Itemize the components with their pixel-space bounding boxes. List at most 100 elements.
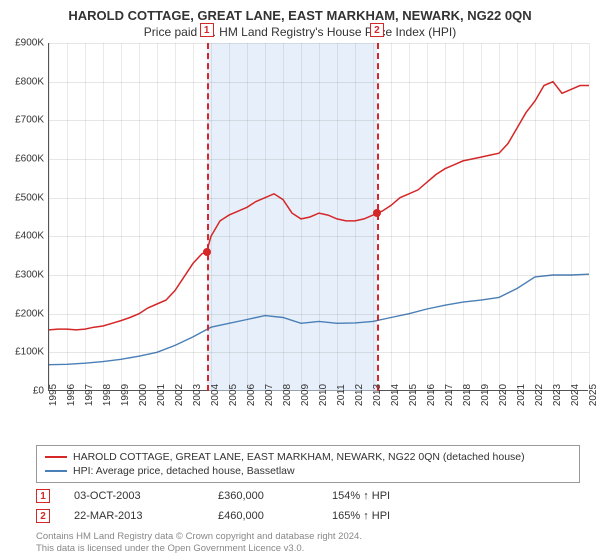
sales-list: 1 03-OCT-2003 £360,000 154% ↑ HPI 2 22-MAR-20… xyxy=(0,489,600,523)
x-gridline xyxy=(517,43,518,391)
x-gridline xyxy=(85,43,86,391)
x-tick-label: 2000 xyxy=(138,384,149,406)
sale-price: £360,000 xyxy=(218,490,308,502)
x-gridline xyxy=(535,43,536,391)
x-tick-label: 1998 xyxy=(102,384,113,406)
x-gridline xyxy=(67,43,68,391)
x-gridline xyxy=(319,43,320,391)
x-tick-label: 2004 xyxy=(210,384,221,406)
chart-area: 12 £0£100K£200K£300K£400K£500K£600K£700K… xyxy=(48,43,588,413)
x-gridline xyxy=(265,43,266,391)
x-tick-label: 2009 xyxy=(300,384,311,406)
legend-label: HAROLD COTTAGE, GREAT LANE, EAST MARKHAM… xyxy=(73,451,525,463)
y-tick-label: £100K xyxy=(15,347,44,358)
x-gridline xyxy=(49,43,50,391)
x-tick-label: 2020 xyxy=(498,384,509,406)
y-tick-label: £400K xyxy=(15,231,44,242)
sale-price: £460,000 xyxy=(218,510,308,522)
x-tick-label: 2005 xyxy=(228,384,239,406)
x-gridline xyxy=(283,43,284,391)
x-tick-label: 2025 xyxy=(588,384,599,406)
x-gridline xyxy=(121,43,122,391)
chart-title: HAROLD COTTAGE, GREAT LANE, EAST MARKHAM… xyxy=(0,0,600,23)
footer-line-1: Contains HM Land Registry data © Crown c… xyxy=(36,531,580,543)
x-gridline xyxy=(103,43,104,391)
sale-date: 03-OCT-2003 xyxy=(74,490,194,502)
x-gridline xyxy=(409,43,410,391)
legend: HAROLD COTTAGE, GREAT LANE, EAST MARKHAM… xyxy=(36,445,580,483)
x-tick-label: 2012 xyxy=(354,384,365,406)
x-gridline xyxy=(247,43,248,391)
event-marker: 2 xyxy=(370,23,384,37)
x-gridline xyxy=(193,43,194,391)
legend-swatch xyxy=(45,456,67,458)
x-tick-label: 2001 xyxy=(156,384,167,406)
x-tick-label: 1999 xyxy=(120,384,131,406)
x-tick-label: 2014 xyxy=(390,384,401,406)
x-gridline xyxy=(427,43,428,391)
y-tick-label: £0 xyxy=(33,386,44,397)
plot-region: 12 xyxy=(48,43,588,391)
event-point xyxy=(373,209,381,217)
x-tick-label: 2013 xyxy=(372,384,383,406)
x-tick-label: 1995 xyxy=(48,384,59,406)
x-tick-label: 2015 xyxy=(408,384,419,406)
x-gridline xyxy=(553,43,554,391)
sale-hpi: 154% ↑ HPI xyxy=(332,490,390,502)
x-tick-label: 2010 xyxy=(318,384,329,406)
x-gridline xyxy=(571,43,572,391)
x-tick-label: 2019 xyxy=(480,384,491,406)
footer-attribution: Contains HM Land Registry data © Crown c… xyxy=(36,531,580,556)
x-gridline xyxy=(175,43,176,391)
x-gridline xyxy=(355,43,356,391)
event-vline xyxy=(207,43,209,391)
x-gridline xyxy=(139,43,140,391)
x-tick-label: 2007 xyxy=(264,384,275,406)
x-gridline xyxy=(301,43,302,391)
y-tick-label: £900K xyxy=(15,38,44,49)
legend-item: HPI: Average price, detached house, Bass… xyxy=(45,464,571,478)
x-gridline xyxy=(229,43,230,391)
event-marker: 1 xyxy=(200,23,214,37)
x-tick-label: 2016 xyxy=(426,384,437,406)
x-gridline xyxy=(211,43,212,391)
chart-subtitle: Price paid vs. HM Land Registry's House … xyxy=(0,23,600,43)
y-tick-label: £600K xyxy=(15,154,44,165)
x-tick-label: 1996 xyxy=(66,384,77,406)
x-tick-label: 2022 xyxy=(534,384,545,406)
x-tick-label: 2011 xyxy=(336,384,347,406)
x-gridline xyxy=(391,43,392,391)
x-gridline xyxy=(445,43,446,391)
sale-hpi: 165% ↑ HPI xyxy=(332,510,390,522)
sale-marker: 1 xyxy=(36,489,50,503)
x-tick-label: 2021 xyxy=(516,384,527,406)
x-gridline xyxy=(373,43,374,391)
x-gridline xyxy=(589,43,590,391)
legend-item: HAROLD COTTAGE, GREAT LANE, EAST MARKHAM… xyxy=(45,450,571,464)
sale-marker: 2 xyxy=(36,509,50,523)
x-tick-label: 2008 xyxy=(282,384,293,406)
x-tick-label: 2002 xyxy=(174,384,185,406)
x-tick-label: 2023 xyxy=(552,384,563,406)
legend-swatch xyxy=(45,470,67,472)
y-tick-label: £300K xyxy=(15,270,44,281)
chart-container: HAROLD COTTAGE, GREAT LANE, EAST MARKHAM… xyxy=(0,0,600,560)
x-tick-label: 2003 xyxy=(192,384,203,406)
x-tick-label: 2006 xyxy=(246,384,257,406)
footer-line-2: This data is licensed under the Open Gov… xyxy=(36,543,580,555)
legend-label: HPI: Average price, detached house, Bass… xyxy=(73,465,295,477)
y-tick-label: £500K xyxy=(15,192,44,203)
sale-row: 1 03-OCT-2003 £360,000 154% ↑ HPI xyxy=(36,489,580,503)
sale-row: 2 22-MAR-2013 £460,000 165% ↑ HPI xyxy=(36,509,580,523)
event-point xyxy=(203,248,211,256)
x-gridline xyxy=(157,43,158,391)
x-gridline xyxy=(499,43,500,391)
x-gridline xyxy=(481,43,482,391)
x-gridline xyxy=(463,43,464,391)
x-tick-label: 2024 xyxy=(570,384,581,406)
y-tick-label: £800K xyxy=(15,76,44,87)
y-tick-label: £200K xyxy=(15,308,44,319)
y-tick-label: £700K xyxy=(15,115,44,126)
x-tick-label: 2017 xyxy=(444,384,455,406)
sale-date: 22-MAR-2013 xyxy=(74,510,194,522)
